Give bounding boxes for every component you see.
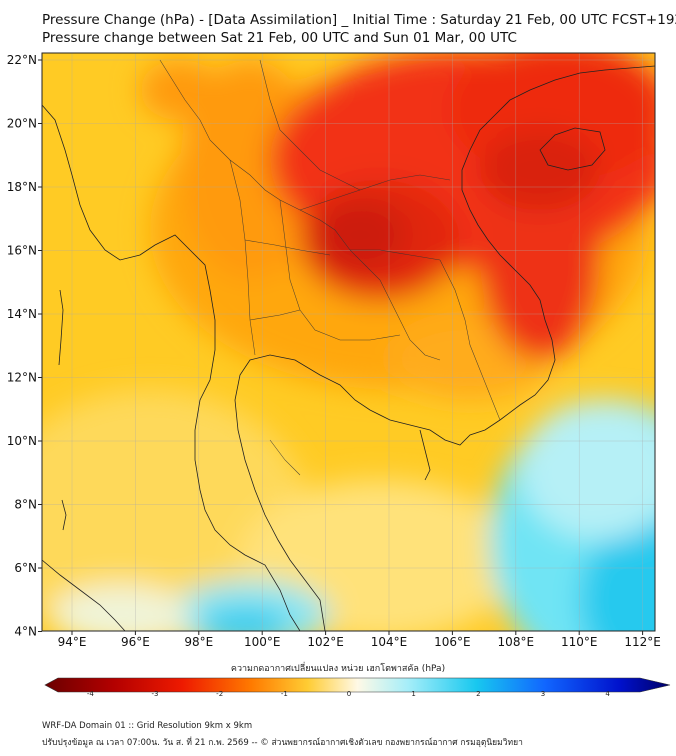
- colorbar-tick-label: 2: [476, 690, 481, 698]
- update-info: ปรับปรุงข้อมูล ณ เวลา 07:00น. วัน ส. ที่…: [42, 738, 523, 748]
- latitude-label: 8°N: [14, 498, 37, 512]
- colorbar-tick-label: 4: [605, 690, 610, 698]
- colorbar-label: ความกดอากาศเปลี่ยนแปลง หน่วย เฮกโตพาสคัล…: [230, 664, 446, 674]
- colorbar: [44, 677, 671, 693]
- latitude-label: 16°N: [7, 244, 37, 258]
- longitude-label: 98°E: [184, 635, 213, 649]
- latitude-label: 4°N: [14, 625, 37, 639]
- longitude-label: 94°E: [58, 635, 87, 649]
- colorbar-tick-label: -4: [86, 690, 94, 698]
- longitude-label: 112°E: [624, 635, 661, 649]
- colorbar-tick-label: 3: [540, 690, 546, 698]
- border-layer: [159, 59, 501, 476]
- latitude-label: 10°N: [7, 434, 37, 448]
- longitude-labels: 94°E 96°E 98°E 100°E 102°E 104°E 106°E 108°E 110…: [58, 631, 661, 649]
- map-frame: [41, 52, 656, 632]
- latitude-label: 14°N: [7, 307, 37, 321]
- latitude-label: 22°N: [7, 53, 37, 67]
- longitude-label: 104°E: [371, 635, 408, 649]
- colorbar-tick-label: -2: [216, 690, 224, 698]
- latitude-labels: 22°N 20°N 18°N 16°N 14°N 12°N 10°N 8°N 6°N 4°N: [7, 53, 42, 639]
- latitude-label: 6°N: [14, 561, 37, 575]
- colorbar-tick-label: 0: [346, 690, 352, 698]
- map-title: Pressure Change (hPa) - [Data Assimilati…: [42, 12, 676, 28]
- longitude-label: 100°E: [244, 635, 281, 649]
- latitude-label: 12°N: [7, 371, 37, 385]
- pressure-field: [42, 53, 655, 631]
- colorbar-tick-label: -3: [151, 690, 159, 698]
- map-subtitle: Pressure change between Sat 21 Feb, 00 U…: [42, 30, 517, 46]
- latitude-label: 20°N: [7, 117, 37, 131]
- longitude-label: 108°E: [498, 635, 535, 649]
- colorbar-ticks: -4 -3 -2 -1 0 1 2 3 4: [0, 690, 676, 702]
- graticule: [42, 53, 655, 631]
- longitude-label: 110°E: [561, 635, 598, 649]
- colorbar-tick-label: -1: [280, 690, 288, 698]
- longitude-label: 106°E: [434, 635, 471, 649]
- longitude-label: 96°E: [121, 635, 150, 649]
- longitude-label: 102°E: [307, 635, 344, 649]
- model-info: WRF-DA Domain 01 :: Grid Resolution 9km …: [42, 721, 253, 731]
- colorbar-tick-label: 1: [411, 690, 416, 698]
- latitude-label: 18°N: [7, 180, 37, 194]
